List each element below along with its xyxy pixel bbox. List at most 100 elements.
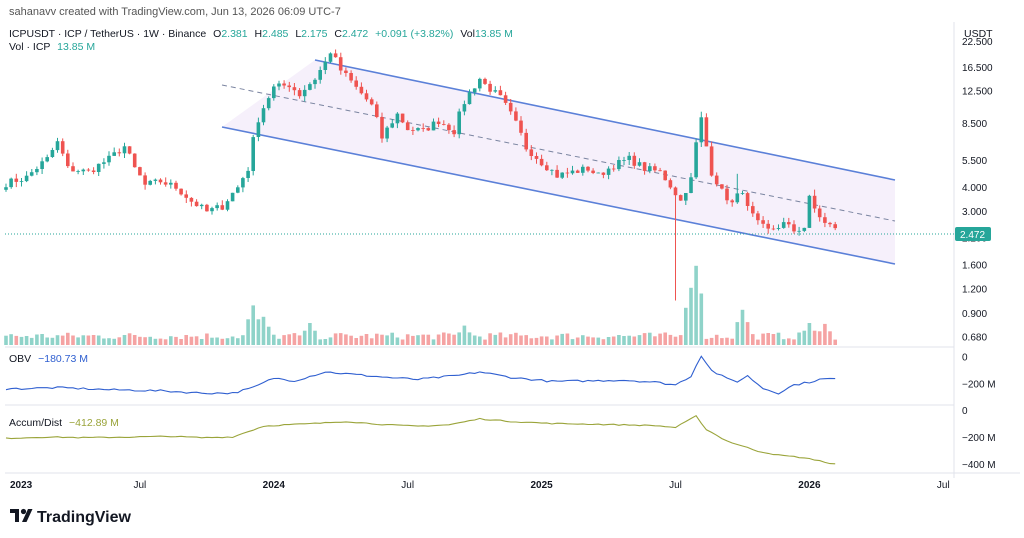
candle	[761, 216, 765, 228]
volume-bar	[642, 333, 647, 345]
candle	[45, 154, 49, 163]
close-value: 2.472	[342, 28, 368, 40]
candle	[807, 194, 812, 228]
volume-bars	[4, 265, 837, 345]
candle	[483, 77, 487, 85]
candle	[390, 119, 394, 129]
created-by-text: sahanavv created with TradingView.com, J…	[9, 6, 341, 18]
vol-indicator-value: 13.85 M	[57, 41, 95, 53]
ad-tick-label: −200 M	[962, 433, 996, 444]
time-tick-label: 2023	[10, 480, 33, 491]
candle	[96, 163, 101, 176]
volume-bar	[714, 334, 719, 345]
volume-bar	[127, 333, 132, 345]
volume-bar	[184, 335, 188, 345]
price-tick-label: 4.000	[962, 183, 987, 194]
candle	[225, 199, 230, 212]
volume-bar	[369, 338, 374, 345]
channel-upper-line[interactable]	[314, 59, 896, 181]
volume-bar	[50, 337, 55, 345]
volume-bar	[385, 335, 389, 345]
volume-bar	[766, 333, 770, 345]
candle	[359, 82, 364, 95]
candle	[60, 138, 65, 157]
tradingview-logo[interactable]: TradingView	[10, 508, 132, 526]
candle	[107, 151, 111, 166]
ad-value: −412.89 M	[69, 417, 119, 429]
volume-bar	[684, 307, 688, 345]
candle	[735, 173, 740, 204]
volume-bar	[663, 332, 667, 345]
candle	[627, 152, 631, 165]
volume-bar	[163, 339, 168, 345]
volume-bar	[488, 333, 492, 345]
volume-bar	[19, 336, 24, 345]
volume-bar	[199, 339, 204, 345]
time-tick-label: Jul	[669, 480, 682, 491]
candle	[632, 152, 637, 169]
volume-bar	[179, 339, 183, 345]
candle	[828, 221, 832, 228]
candle	[586, 166, 590, 173]
high-value: 2.485	[262, 28, 288, 40]
price-tick-label: 0.900	[962, 309, 987, 320]
volume-bar	[117, 337, 122, 345]
falling-channel[interactable]	[221, 59, 896, 265]
volume-bar	[230, 336, 235, 345]
candle	[725, 184, 729, 205]
volume-bar	[447, 333, 451, 345]
volume-bar	[658, 333, 662, 345]
volume-bar	[823, 323, 827, 345]
volume-bar	[560, 333, 564, 345]
candle	[395, 112, 400, 129]
candle	[246, 167, 250, 182]
candle	[277, 80, 281, 91]
candle	[596, 172, 601, 174]
candle	[184, 190, 188, 203]
volume-bar	[246, 319, 250, 345]
candle	[308, 82, 312, 91]
volume-bar	[534, 337, 539, 345]
vol-value: 13.85 M	[475, 28, 513, 40]
volume-bar	[421, 334, 425, 345]
volume-bar	[426, 334, 431, 345]
candle	[333, 49, 338, 58]
volume-bar	[241, 335, 245, 345]
volume-bar	[550, 339, 554, 345]
volume-bar	[225, 338, 230, 345]
time-axis[interactable]: 2023 Jul 2024 Jul 2025 Jul 2026 Jul	[10, 480, 950, 491]
price-axis[interactable]: 22.500 16.500 12.500 8.500 5.500 4.000 3.000 2.…	[962, 37, 993, 344]
candle	[787, 217, 791, 228]
candle	[797, 226, 801, 236]
volume-bar	[545, 336, 549, 345]
volume-bar	[436, 334, 441, 345]
price-tick-label: 1.600	[962, 260, 987, 271]
volume-bar	[457, 332, 461, 345]
time-tick-label: Jul	[937, 480, 950, 491]
candle	[601, 172, 606, 179]
volume-bar	[256, 319, 261, 345]
volume-bar	[277, 338, 281, 345]
candle	[86, 168, 91, 172]
candle	[236, 185, 240, 194]
volume-bar	[380, 334, 384, 345]
candle	[472, 88, 477, 96]
candle	[766, 220, 770, 234]
volume-bar	[261, 316, 266, 345]
volume-bar	[586, 336, 590, 345]
volume-bar	[153, 338, 158, 345]
candle	[678, 194, 683, 201]
volume-bar	[390, 332, 394, 345]
candle	[570, 165, 575, 175]
channel-midline[interactable]	[221, 84, 896, 222]
candle	[545, 161, 549, 171]
ad-label: Accum/Dist	[9, 417, 62, 429]
volume-bar	[96, 335, 101, 345]
volume-bar	[539, 336, 544, 345]
candle	[699, 111, 704, 147]
volume-bar	[756, 339, 760, 345]
volume-bar	[601, 339, 606, 345]
candle	[76, 169, 80, 175]
channel-lower-line[interactable]	[221, 126, 896, 265]
